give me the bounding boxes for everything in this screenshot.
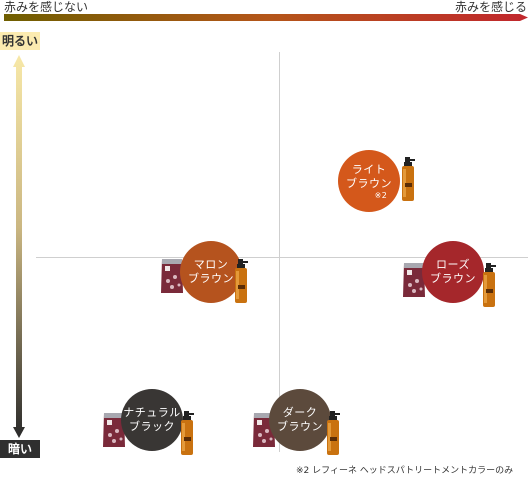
color-item-dark-brown: ダーク ブラウン xyxy=(250,389,350,457)
treatment-bottle-icon xyxy=(181,411,194,455)
color-circle: ナチュラル ブラック xyxy=(121,389,183,451)
axis-label-bright: 明るい xyxy=(0,32,40,50)
color-name-line2: ブラック xyxy=(129,420,175,433)
footnote: ※2 レフィーネ ヘッドスパトリートメントカラーのみ xyxy=(296,466,514,476)
axis-label-not-reddish: 赤みを感じない xyxy=(4,0,89,14)
treatment-bottle-icon xyxy=(327,411,340,455)
color-note: ※2 xyxy=(374,190,388,200)
center-horizontal-line xyxy=(36,257,528,258)
center-vertical-line xyxy=(279,52,280,452)
color-name-line2: ブラウン xyxy=(277,420,323,433)
horizontal-gradient-arrow xyxy=(4,14,528,21)
color-name-line1: ライト xyxy=(351,162,387,176)
vertical-gradient-arrow xyxy=(13,55,25,438)
color-item-light-brown: ライト ブラウン ※2 xyxy=(338,150,422,212)
color-item-marron-brown: マロン ブラウン xyxy=(158,241,254,305)
treatment-bottle-icon xyxy=(235,259,248,303)
color-name-line2: ブラウン xyxy=(346,176,392,190)
treatment-bottle-icon xyxy=(483,263,496,307)
color-circle: ローズ ブラウン xyxy=(422,241,484,303)
refill-pouch-icon xyxy=(103,413,125,447)
color-name-line2: ブラウン xyxy=(430,272,476,285)
color-name-line1: ナチュラル xyxy=(123,406,181,419)
color-circle: ライト ブラウン ※2 xyxy=(338,150,400,212)
refill-pouch-icon xyxy=(403,263,425,297)
color-name-line2: ブラウン xyxy=(188,272,234,285)
color-circle: ダーク ブラウン xyxy=(269,389,331,451)
treatment-bottle-icon xyxy=(402,157,415,201)
color-name-line1: マロン xyxy=(193,258,229,271)
axis-label-reddish: 赤みを感じる xyxy=(454,0,527,14)
color-item-rose-brown: ローズ ブラウン xyxy=(402,241,502,307)
axis-label-dark: 暗い xyxy=(0,440,40,458)
color-name-line1: ローズ xyxy=(436,258,470,271)
color-circle: マロン ブラウン xyxy=(180,241,242,303)
color-item-natural-black: ナチュラル ブラック xyxy=(100,389,200,457)
refill-pouch-icon xyxy=(161,259,183,293)
color-name-line1: ダーク xyxy=(282,406,318,419)
